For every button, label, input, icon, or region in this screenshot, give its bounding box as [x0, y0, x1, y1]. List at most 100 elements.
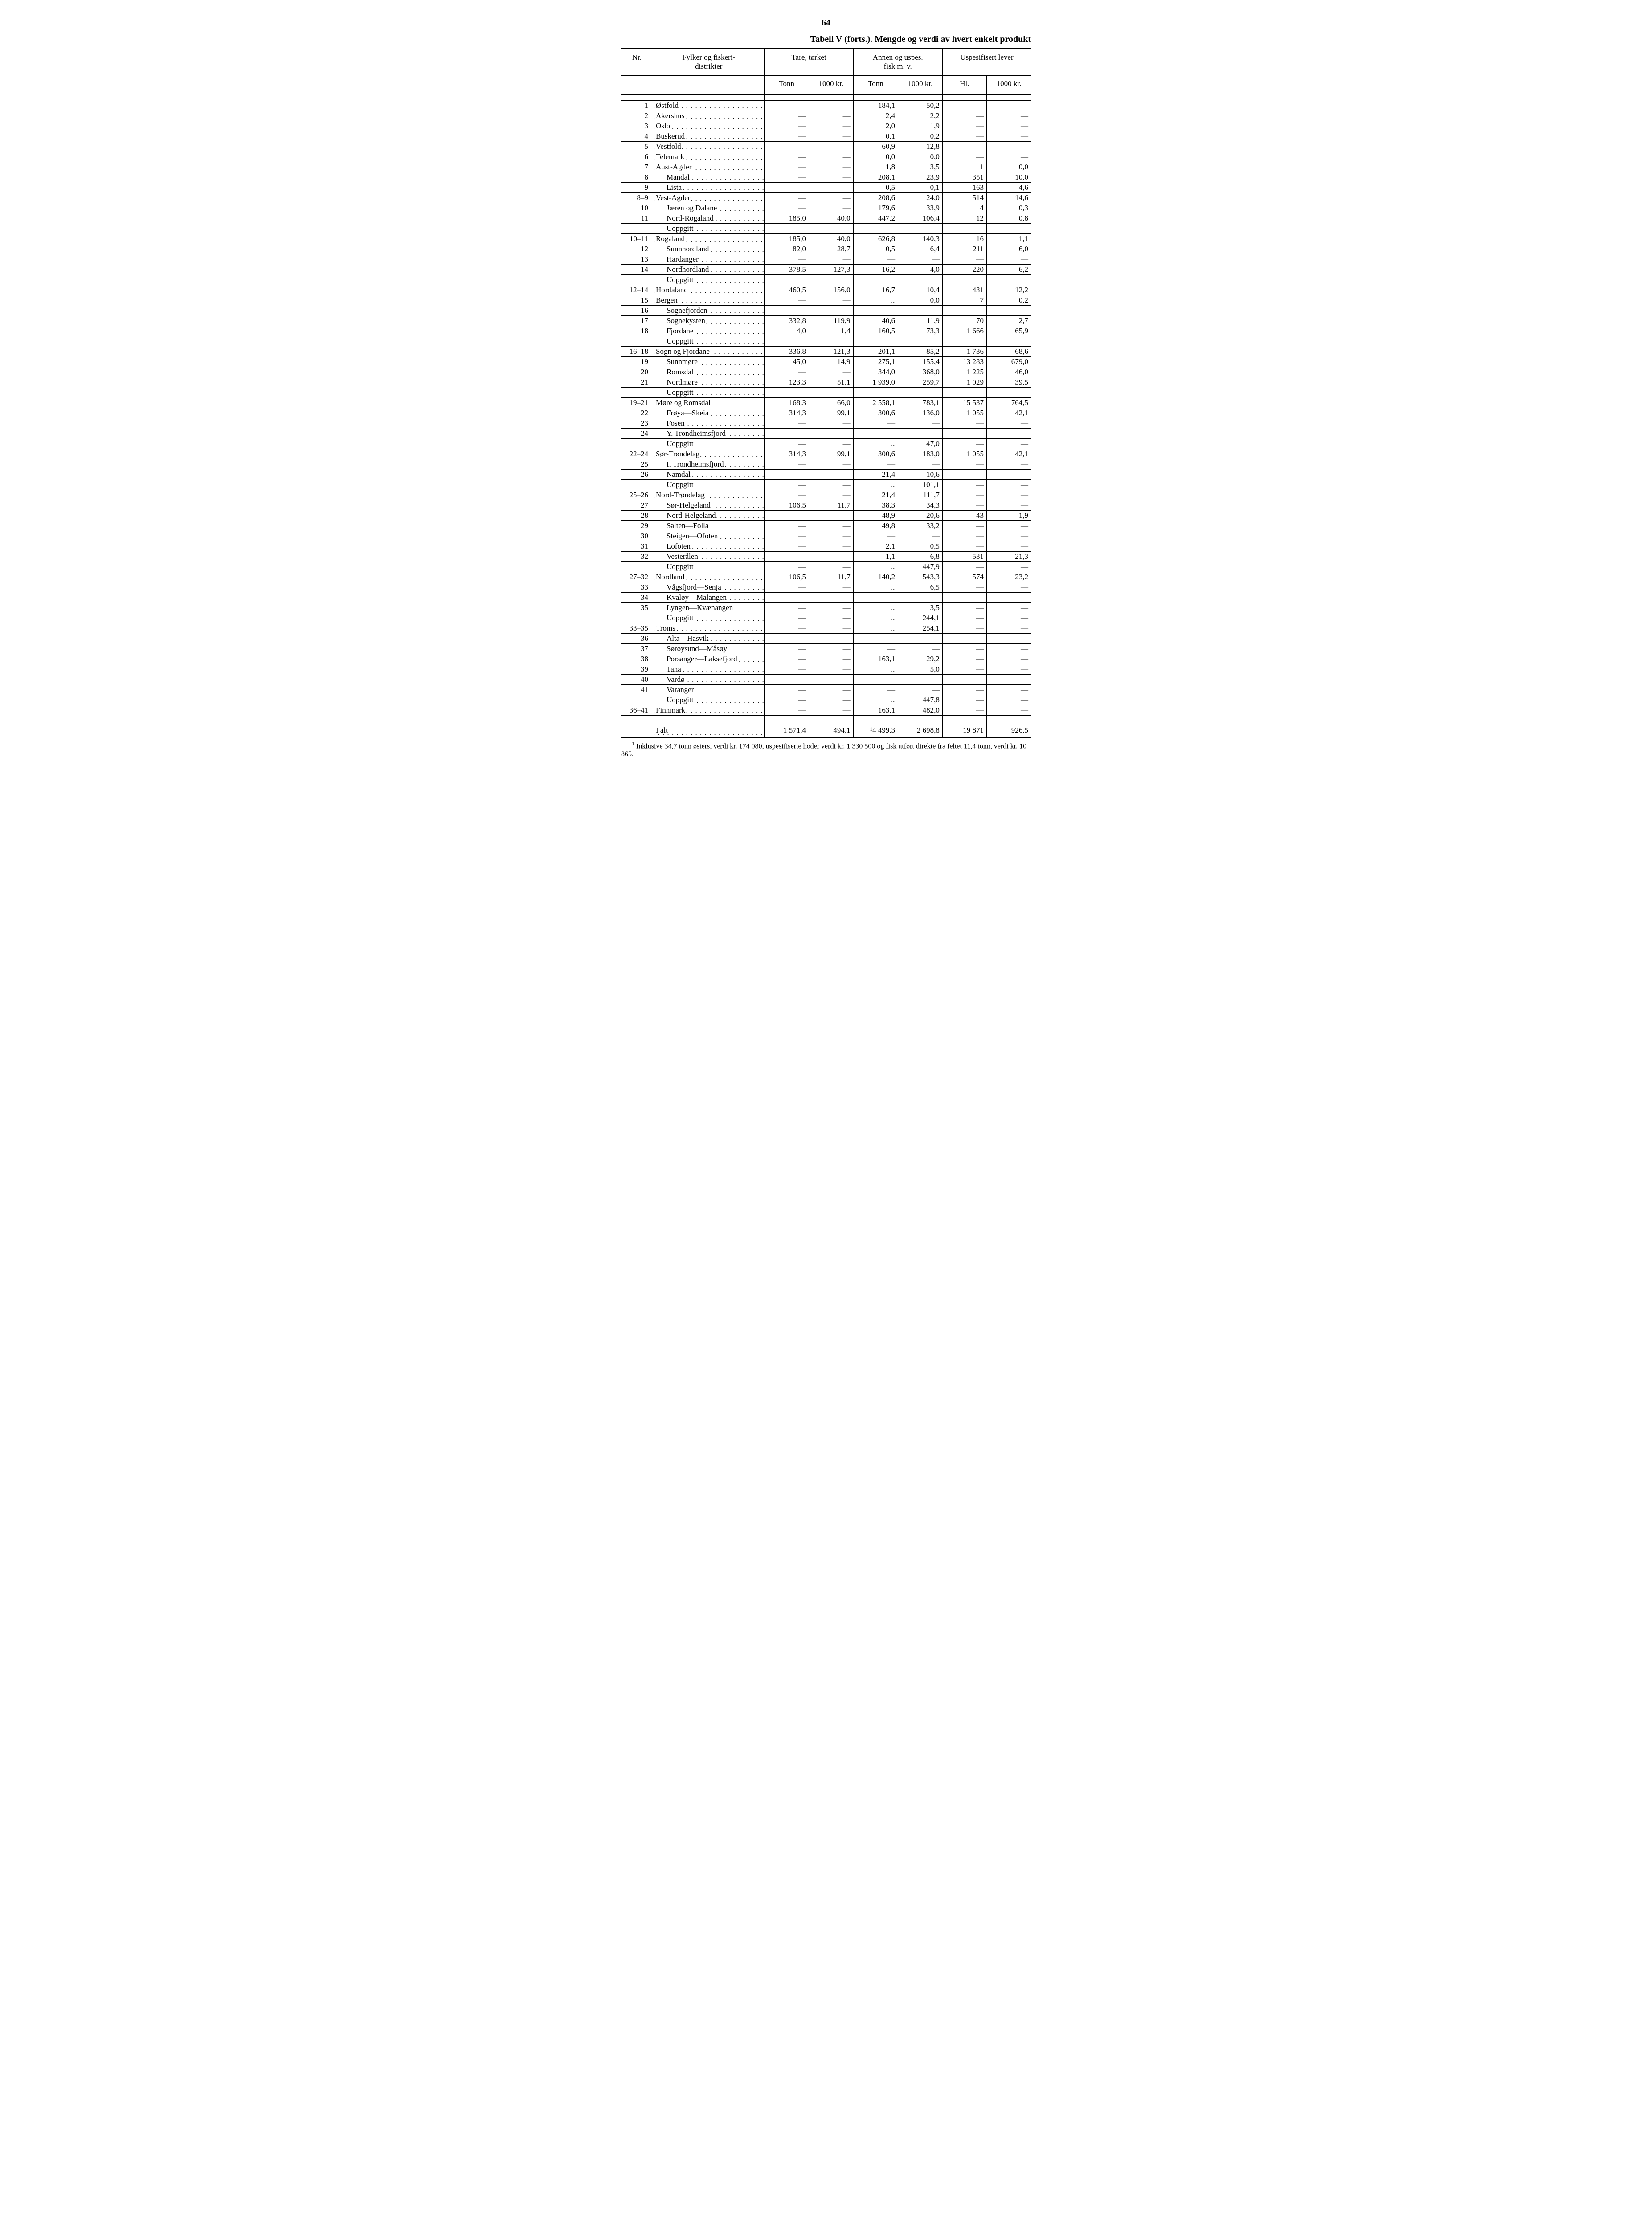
row-nr: 1 [621, 101, 653, 111]
cell: — [809, 111, 853, 121]
row-nr: 25–26 [621, 490, 653, 500]
cell: — [809, 459, 853, 470]
cell: 1,8 [853, 162, 898, 172]
cell: 12 [942, 213, 986, 224]
cell: 16 [942, 234, 986, 244]
row-name: Steigen—Ofoten [653, 531, 765, 541]
cell: — [809, 705, 853, 716]
cell: — [809, 101, 853, 111]
cell: 127,3 [809, 265, 853, 275]
cell: — [942, 224, 986, 234]
cell: — [942, 470, 986, 480]
table-row: 40Vardø—————— [621, 675, 1031, 685]
row-nr: 37 [621, 644, 653, 654]
cell: — [942, 439, 986, 449]
cell: — [809, 613, 853, 623]
cell: 43 [942, 511, 986, 521]
cell: 1,1 [986, 234, 1031, 244]
cell: — [765, 418, 809, 429]
cell: — [765, 531, 809, 541]
cell: 344,0 [853, 367, 898, 377]
cell [853, 275, 898, 285]
row-name: Nord-Helgeland [653, 511, 765, 521]
table-row: 11Nord-Rogaland185,040,0447,2106,4120,8 [621, 213, 1031, 224]
cell: ‥ [853, 562, 898, 572]
row-name: Uoppgitt [653, 613, 765, 623]
cell: 0,0 [986, 162, 1031, 172]
cell: — [986, 675, 1031, 685]
cell: — [986, 224, 1031, 234]
row-name: Frøya—Skeia [653, 408, 765, 418]
cell: 3,5 [898, 162, 943, 172]
cell: 155,4 [898, 357, 943, 367]
row-name: Sognefjorden [653, 306, 765, 316]
cell: 156,0 [809, 285, 853, 295]
cell: 33,2 [898, 521, 943, 531]
cell: 275,1 [853, 357, 898, 367]
cell: 1 736 [942, 347, 986, 357]
cell: 11,7 [809, 572, 853, 582]
table-row: 27–32Nordland106,511,7140,2543,357423,2 [621, 572, 1031, 582]
cell: 34,3 [898, 500, 943, 511]
cell: — [809, 623, 853, 634]
cell: — [986, 418, 1031, 429]
cell: — [809, 685, 853, 695]
cell: ‥ [853, 295, 898, 306]
row-nr: 33–35 [621, 623, 653, 634]
cell: — [765, 131, 809, 142]
cell: 447,2 [853, 213, 898, 224]
cell: — [986, 470, 1031, 480]
row-name: Mandal [653, 172, 765, 183]
cell: 3,5 [898, 603, 943, 613]
sub-tonn-1: Tonn [765, 76, 809, 95]
cell: — [986, 582, 1031, 593]
cell [853, 336, 898, 347]
cell: 7 [942, 295, 986, 306]
row-nr: 19–21 [621, 398, 653, 408]
cell: 378,5 [765, 265, 809, 275]
blank [653, 76, 765, 95]
cell: 368,0 [898, 367, 943, 377]
cell: 21,4 [853, 490, 898, 500]
cell: 11,7 [809, 500, 853, 511]
cell: — [809, 664, 853, 675]
cell: — [809, 152, 853, 162]
cell: 1,9 [898, 121, 943, 131]
cell: — [765, 634, 809, 644]
cell: 46,0 [986, 367, 1031, 377]
row-nr: 36–41 [621, 705, 653, 716]
cell: 208,1 [853, 172, 898, 183]
cell: 106,5 [765, 572, 809, 582]
cell: 254,1 [898, 623, 943, 634]
cell: — [942, 490, 986, 500]
table-row: 7Aust-Agder——1,83,510,0 [621, 162, 1031, 172]
sub-1000kr-3: 1000 kr. [986, 76, 1031, 95]
table-row: Uoppgitt——‥447,8—— [621, 695, 1031, 705]
cell: — [898, 531, 943, 541]
table-row: 10–11Rogaland185,040,0626,8140,3161,1 [621, 234, 1031, 244]
cell: — [765, 541, 809, 552]
data-table: Nr. Fylker og fiskeri- distrikter Tare, … [621, 48, 1031, 738]
row-name: Sør-Trøndelag [653, 449, 765, 459]
cell: 574 [942, 572, 986, 582]
table-row: 17Sognekysten332,8119,940,611,9702,7 [621, 316, 1031, 326]
cell [765, 275, 809, 285]
table-row: 29Salten—Folla——49,833,2—— [621, 521, 1031, 531]
cell: 0,8 [986, 213, 1031, 224]
cell: 447,8 [898, 695, 943, 705]
cell: 12,2 [986, 285, 1031, 295]
row-nr: 23 [621, 418, 653, 429]
cell: 0,5 [853, 183, 898, 193]
table-row: 12Sunnhordland82,028,70,56,42116,0 [621, 244, 1031, 254]
cell: 13 283 [942, 357, 986, 367]
cell: — [853, 418, 898, 429]
col-header-group3: Uspesifisert lever [942, 49, 1031, 76]
cell: — [809, 162, 853, 172]
footnote-marker: 1 [632, 741, 634, 747]
row-name: Uoppgitt [653, 480, 765, 490]
table-row: 10Jæren og Dalane——179,633,940,3 [621, 203, 1031, 213]
row-name: Vestfold [653, 142, 765, 152]
row-name: Finnmark [653, 705, 765, 716]
table-row: 23Fosen—————— [621, 418, 1031, 429]
cell: — [986, 531, 1031, 541]
